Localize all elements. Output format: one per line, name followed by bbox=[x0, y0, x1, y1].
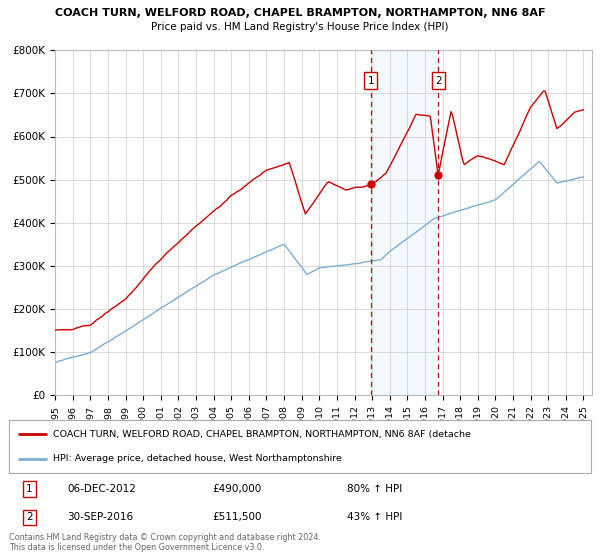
Text: 06-DEC-2012: 06-DEC-2012 bbox=[67, 484, 136, 494]
Text: Price paid vs. HM Land Registry's House Price Index (HPI): Price paid vs. HM Land Registry's House … bbox=[151, 22, 449, 32]
Text: 1: 1 bbox=[367, 76, 374, 86]
Text: 2: 2 bbox=[435, 76, 442, 86]
Text: 30-SEP-2016: 30-SEP-2016 bbox=[67, 512, 133, 522]
Text: 43% ↑ HPI: 43% ↑ HPI bbox=[347, 512, 402, 522]
Text: Contains HM Land Registry data © Crown copyright and database right 2024.: Contains HM Land Registry data © Crown c… bbox=[9, 533, 321, 542]
Text: COACH TURN, WELFORD ROAD, CHAPEL BRAMPTON, NORTHAMPTON, NN6 8AF (detache: COACH TURN, WELFORD ROAD, CHAPEL BRAMPTO… bbox=[53, 430, 470, 439]
Text: £511,500: £511,500 bbox=[212, 512, 262, 522]
Text: HPI: Average price, detached house, West Northamptonshire: HPI: Average price, detached house, West… bbox=[53, 454, 341, 463]
Bar bbox=[371, 50, 438, 395]
Text: 1: 1 bbox=[26, 484, 32, 494]
Text: This data is licensed under the Open Government Licence v3.0.: This data is licensed under the Open Gov… bbox=[9, 543, 265, 552]
Text: COACH TURN, WELFORD ROAD, CHAPEL BRAMPTON, NORTHAMPTON, NN6 8AF: COACH TURN, WELFORD ROAD, CHAPEL BRAMPTO… bbox=[55, 8, 545, 18]
Text: £490,000: £490,000 bbox=[212, 484, 262, 494]
Text: 80% ↑ HPI: 80% ↑ HPI bbox=[347, 484, 402, 494]
Text: 2: 2 bbox=[26, 512, 32, 522]
